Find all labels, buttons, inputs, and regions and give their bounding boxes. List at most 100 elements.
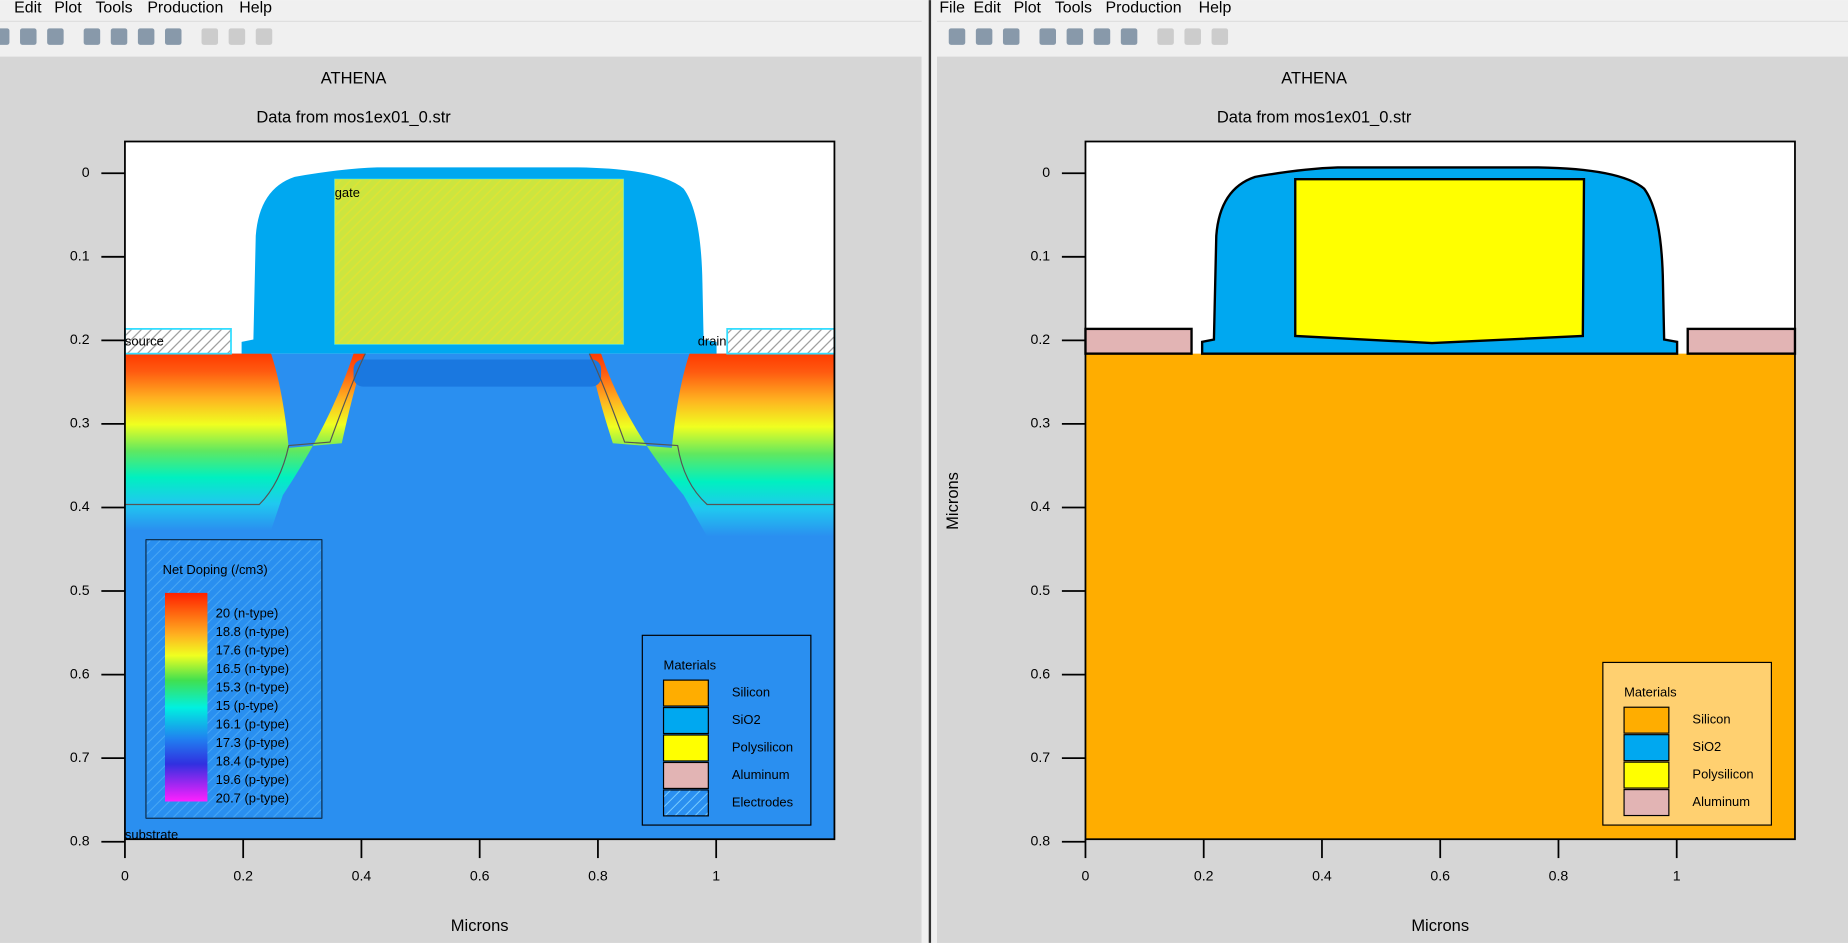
legend-entry: 16.1 (p-type) bbox=[216, 717, 289, 732]
legend-swatch bbox=[662, 789, 709, 817]
legend-entry: 17.3 (p-type) bbox=[216, 735, 289, 750]
polysilicon-fill bbox=[334, 179, 624, 345]
region-label: source bbox=[125, 333, 164, 348]
toolbar-button[interactable] bbox=[110, 28, 128, 45]
menu-item[interactable]: File bbox=[939, 0, 965, 17]
doping-scale bbox=[165, 592, 208, 802]
doping-right bbox=[589, 353, 835, 537]
aluminum bbox=[726, 328, 836, 355]
y-tick-label: 0.2 bbox=[1030, 331, 1050, 347]
legend-title: Net Doping (/cm3) bbox=[163, 562, 268, 577]
x-tick-label: 0.2 bbox=[1194, 868, 1214, 884]
y-tick-label: 0.5 bbox=[70, 582, 90, 598]
menu-item[interactable]: Plot bbox=[54, 0, 82, 17]
toolbar-button[interactable] bbox=[165, 28, 182, 45]
legend-swatch bbox=[1623, 706, 1670, 734]
x-axis-label: Microns bbox=[1411, 917, 1469, 935]
menu-item[interactable]: Help bbox=[239, 0, 272, 17]
legend-entry: 15.3 (n-type) bbox=[216, 680, 289, 695]
menu-item[interactable]: Plot bbox=[1014, 0, 1042, 17]
x-tick-label: 0 bbox=[121, 868, 129, 884]
y-tick-label: 0.1 bbox=[1030, 248, 1050, 264]
y-tick-label: 0.6 bbox=[1030, 665, 1050, 681]
y-tick-label: 0 bbox=[82, 164, 90, 180]
menu-item[interactable]: Edit bbox=[14, 0, 42, 17]
x-tick-label: 0.4 bbox=[352, 868, 372, 884]
toolbar-button[interactable] bbox=[1002, 28, 1020, 45]
toolbar-button[interactable] bbox=[1157, 28, 1174, 45]
legend-entry: 17.6 (n-type) bbox=[216, 643, 289, 658]
aluminum bbox=[124, 328, 232, 355]
toolbar-button[interactable] bbox=[1120, 28, 1138, 45]
legend-swatch bbox=[662, 706, 709, 735]
x-axis-label: Microns bbox=[451, 917, 509, 935]
toolbar-button[interactable] bbox=[201, 28, 219, 45]
y-tick-label: 0.4 bbox=[1030, 498, 1050, 514]
toolbar-button[interactable] bbox=[1093, 28, 1111, 45]
x-tick-label: 0 bbox=[1082, 868, 1090, 884]
y-tick-label: 0.6 bbox=[70, 665, 90, 681]
y-tick-label: 0.1 bbox=[70, 248, 90, 264]
toolbar-button[interactable] bbox=[255, 28, 273, 45]
menu-item[interactable]: Tools bbox=[95, 0, 132, 17]
toolbar-button[interactable] bbox=[228, 28, 246, 45]
legend-entry: Silicon bbox=[732, 684, 770, 699]
y-tick-label: 0.8 bbox=[70, 832, 90, 848]
legend-entry: 20 (n-type) bbox=[216, 606, 279, 621]
menu-item[interactable]: Production bbox=[1105, 0, 1181, 17]
legend-swatch bbox=[1623, 761, 1670, 789]
x-tick-label: 1 bbox=[712, 868, 720, 884]
legend-entry: 20.7 (p-type) bbox=[216, 791, 289, 806]
y-axis-label: Microns bbox=[944, 472, 962, 530]
toolbar-button[interactable] bbox=[1211, 28, 1229, 45]
toolbar-button[interactable] bbox=[137, 28, 155, 45]
legend-swatch bbox=[662, 761, 709, 790]
legend-swatch bbox=[1623, 789, 1670, 817]
channel bbox=[353, 359, 602, 387]
aluminum bbox=[1686, 327, 1797, 355]
toolbar-button[interactable] bbox=[1184, 28, 1201, 45]
toolbar-button[interactable] bbox=[948, 28, 966, 45]
legend-entry: 19.6 (p-type) bbox=[216, 772, 289, 787]
chart-subtitle: Data from mos1ex01_0.str bbox=[1217, 108, 1412, 126]
y-tick-label: 0 bbox=[1042, 164, 1050, 180]
chart-title: ATHENA bbox=[1281, 69, 1347, 87]
toolbar-button[interactable] bbox=[47, 28, 64, 45]
junction bbox=[124, 353, 835, 506]
legend-entry: 15 (p-type) bbox=[216, 698, 279, 713]
legend-swatch bbox=[662, 734, 709, 762]
legend-entry: SiO2 bbox=[1692, 739, 1721, 754]
y-tick-label: 0.7 bbox=[70, 749, 90, 765]
legend-title: Materials bbox=[664, 657, 717, 672]
x-tick-label: 1 bbox=[1673, 868, 1681, 884]
toolbar-button[interactable] bbox=[83, 28, 101, 45]
legend-entry: Electrodes bbox=[732, 794, 794, 809]
y-tick-label: 0.7 bbox=[1030, 749, 1050, 765]
toolbar-button[interactable] bbox=[975, 28, 993, 45]
menu-item[interactable]: Production bbox=[147, 0, 223, 17]
legend-entry: Polysilicon bbox=[732, 739, 793, 754]
x-tick-label: 0.6 bbox=[1430, 868, 1450, 884]
y-tick-label: 0.2 bbox=[70, 331, 90, 347]
menu-item[interactable]: Tools bbox=[1055, 0, 1092, 17]
y-tick-label: 0.3 bbox=[1030, 415, 1050, 431]
legend-entry: SiO2 bbox=[732, 712, 761, 727]
x-tick-label: 0.2 bbox=[233, 868, 253, 884]
x-tick-label: 0.8 bbox=[588, 868, 608, 884]
toolbar-button[interactable] bbox=[1066, 28, 1084, 45]
chart-subtitle: Data from mos1ex01_0.str bbox=[256, 108, 451, 126]
toolbar-button[interactable] bbox=[20, 28, 37, 45]
y-tick-label: 0.8 bbox=[1030, 832, 1050, 848]
toolbar-button[interactable] bbox=[0, 28, 10, 45]
legend-entry: 16.5 (n-type) bbox=[216, 661, 289, 676]
legend-entry: Aluminum bbox=[1692, 794, 1750, 809]
legend-entry: 18.8 (n-type) bbox=[216, 624, 289, 639]
y-tick-label: 0.3 bbox=[70, 415, 90, 431]
menu-item[interactable]: Edit bbox=[973, 0, 1001, 17]
toolbar-button[interactable] bbox=[1039, 28, 1057, 45]
x-tick-label: 0.6 bbox=[470, 868, 490, 884]
menu-item[interactable]: Help bbox=[1199, 0, 1232, 17]
legend-entry: 18.4 (p-type) bbox=[216, 754, 289, 769]
